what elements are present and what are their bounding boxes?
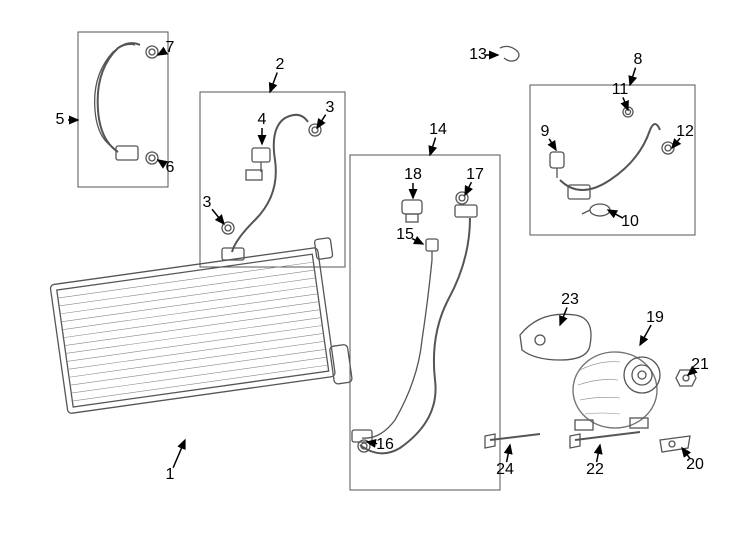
arrow-c24	[507, 445, 510, 462]
arrow-c22	[597, 445, 600, 462]
part-22-bolt	[570, 432, 640, 448]
part-15-cap	[426, 239, 438, 260]
part-20-bracket	[660, 436, 690, 452]
arrow-c12	[672, 138, 680, 148]
arrow-c20	[682, 448, 690, 459]
part-13-clip	[500, 46, 519, 61]
part-5-hose	[78, 32, 168, 187]
diagram-svg	[0, 0, 734, 540]
arrow-c23	[560, 307, 567, 325]
arrow-c17	[465, 182, 471, 195]
arrow-c3b	[212, 209, 224, 224]
arrow-c6	[158, 160, 163, 164]
arrow-c15	[412, 239, 423, 244]
arrow-c2	[270, 73, 277, 92]
part-1-condenser	[49, 237, 353, 421]
arrow-c7	[158, 52, 163, 55]
part-19-compressor	[520, 314, 660, 430]
arrow-c3a	[317, 115, 326, 128]
part-21-nut	[676, 370, 696, 386]
part-24-bolt	[485, 434, 540, 448]
arrow-c16	[367, 442, 377, 444]
part-14-pipe	[350, 155, 500, 490]
arrow-c10	[608, 210, 623, 218]
arrow-c1	[173, 440, 185, 468]
callout-arrows	[68, 52, 694, 468]
arrow-c9	[549, 139, 556, 150]
arrow-c14	[430, 138, 436, 155]
diagram-stage: 1233456789101112131415161718192021222324	[0, 0, 734, 540]
part-18-valve	[402, 200, 422, 222]
part-10-bracket	[582, 204, 610, 216]
arrow-c8	[630, 68, 636, 85]
part-9-cap	[550, 152, 564, 178]
arrow-c19	[640, 325, 651, 345]
